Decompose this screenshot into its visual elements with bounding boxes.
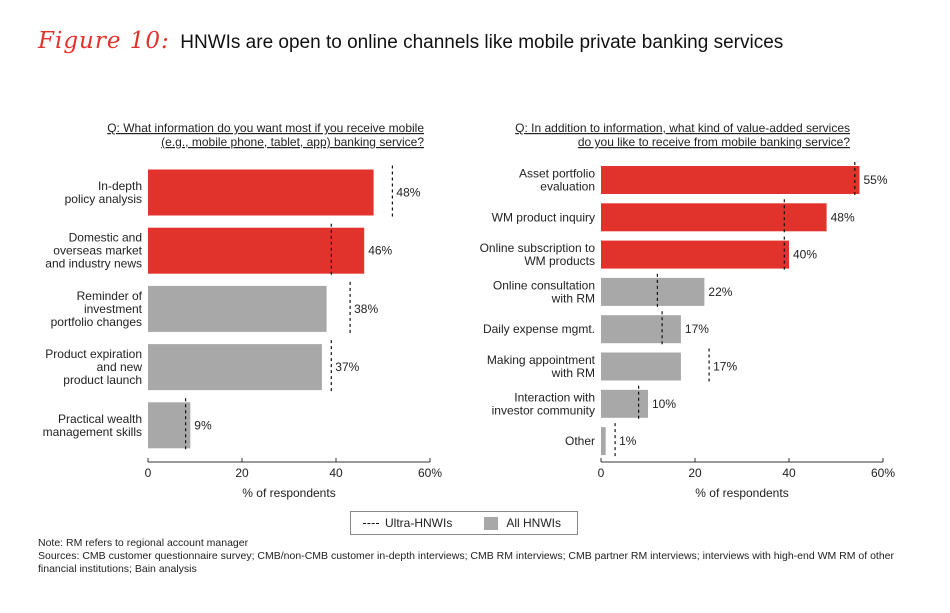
category-label: portfolio changes — [51, 315, 142, 329]
value-label: 37% — [335, 360, 359, 374]
value-label: 9% — [194, 418, 212, 432]
chart-panel-2: Q: In addition to information, what kind… — [480, 121, 896, 500]
legend-item-ultra: Ultra-HNWIs — [363, 516, 452, 530]
legend-label-all: All HNWIs — [506, 516, 561, 530]
value-label: 48% — [396, 186, 420, 200]
category-label: Reminder of — [77, 289, 143, 303]
bar-all-hnwi — [148, 344, 322, 391]
category-label: Product expiration — [45, 347, 142, 361]
value-label: 40% — [793, 248, 817, 262]
legend-gray-swatch — [484, 516, 499, 530]
question-line: (e.g., mobile phone, tablet, app) bankin… — [161, 135, 424, 149]
category-label: WM product inquiry — [492, 210, 595, 224]
footnotes: Note: RM refers to regional account mana… — [38, 537, 918, 576]
legend-dash-swatch — [363, 522, 379, 524]
category-label: management skills — [43, 425, 142, 439]
note-text: Note: RM refers to regional account mana… — [38, 537, 249, 549]
x-tick-label: 20 — [688, 466, 702, 480]
value-label: 38% — [354, 302, 378, 316]
x-axis-title: % of respondents — [242, 486, 335, 500]
x-tick-label: 0 — [598, 466, 605, 480]
bar-all-hnwi — [601, 277, 705, 306]
figure-title-row: Figure 10: HNWIs are open to online chan… — [38, 28, 783, 54]
category-label: evaluation — [540, 180, 595, 194]
value-label: 1% — [619, 434, 637, 448]
bar-all-hnwi — [601, 203, 827, 232]
legend-label-ultra: Ultra-HNWIs — [385, 516, 453, 530]
value-label: 10% — [652, 397, 676, 411]
x-axis-title: % of respondents — [695, 486, 788, 500]
x-tick-label: 20 — [235, 466, 249, 480]
category-label: Online consultation — [493, 278, 595, 292]
chart-panel-1: Q: What information do you want most if … — [43, 121, 443, 500]
bar-all-hnwi — [148, 227, 365, 274]
value-label: 17% — [685, 322, 709, 336]
x-tick-label: 60% — [871, 466, 895, 480]
category-label: Daily expense mgmt. — [483, 322, 595, 336]
question-line: do you like to receive from mobile banki… — [578, 135, 850, 149]
bar-all-hnwi — [601, 315, 681, 344]
category-label: Making appointment — [487, 353, 596, 367]
category-label: Practical wealth — [58, 412, 142, 426]
x-tick-label: 0 — [145, 466, 152, 480]
category-label: with RM — [551, 291, 595, 305]
category-label: product launch — [63, 373, 142, 387]
figure-label: Figure 10: — [38, 28, 170, 54]
value-label: 17% — [713, 360, 737, 374]
bar-all-hnwi — [148, 169, 374, 216]
value-label: 46% — [368, 244, 392, 258]
x-tick-label: 40 — [782, 466, 796, 480]
category-label: Other — [565, 434, 595, 448]
bar-all-hnwi — [601, 240, 789, 269]
category-label: investor community — [492, 403, 595, 417]
question-line: Q: What information do you want most if … — [107, 121, 424, 135]
question-line: Q: In addition to information, what kind… — [515, 121, 850, 135]
value-label: 55% — [864, 173, 888, 187]
category-label: overseas market — [53, 244, 142, 258]
bar-all-hnwi — [601, 427, 606, 456]
category-label: Interaction with — [514, 390, 595, 404]
category-label: and industry news — [45, 257, 142, 271]
legend: Ultra-HNWIs All HNWIs — [350, 511, 578, 535]
x-tick-label: 40 — [329, 466, 343, 480]
category-label: investment — [84, 302, 143, 316]
value-label: 22% — [708, 285, 732, 299]
bar-all-hnwi — [601, 166, 860, 194]
category-label: and new — [97, 360, 143, 374]
figure-title: HNWIs are open to online channels like m… — [180, 32, 784, 53]
bar-all-hnwi — [601, 389, 648, 418]
category-label: WM products — [524, 254, 595, 268]
bar-all-hnwi — [601, 352, 681, 381]
sources-text: Sources: CMB customer questionnaire surv… — [38, 550, 895, 575]
category-label: Domestic and — [69, 231, 142, 245]
bar-all-hnwi — [148, 285, 327, 332]
bar-all-hnwi — [148, 402, 191, 449]
value-label: 48% — [831, 210, 855, 224]
category-label: policy analysis — [65, 192, 142, 206]
category-label: In-depth — [98, 179, 142, 193]
category-label: Online subscription to — [480, 241, 596, 255]
category-label: Asset portfolio — [519, 167, 595, 181]
legend-item-all: All HNWIs — [464, 516, 561, 530]
category-label: with RM — [551, 366, 595, 380]
x-tick-label: 60% — [418, 466, 442, 480]
